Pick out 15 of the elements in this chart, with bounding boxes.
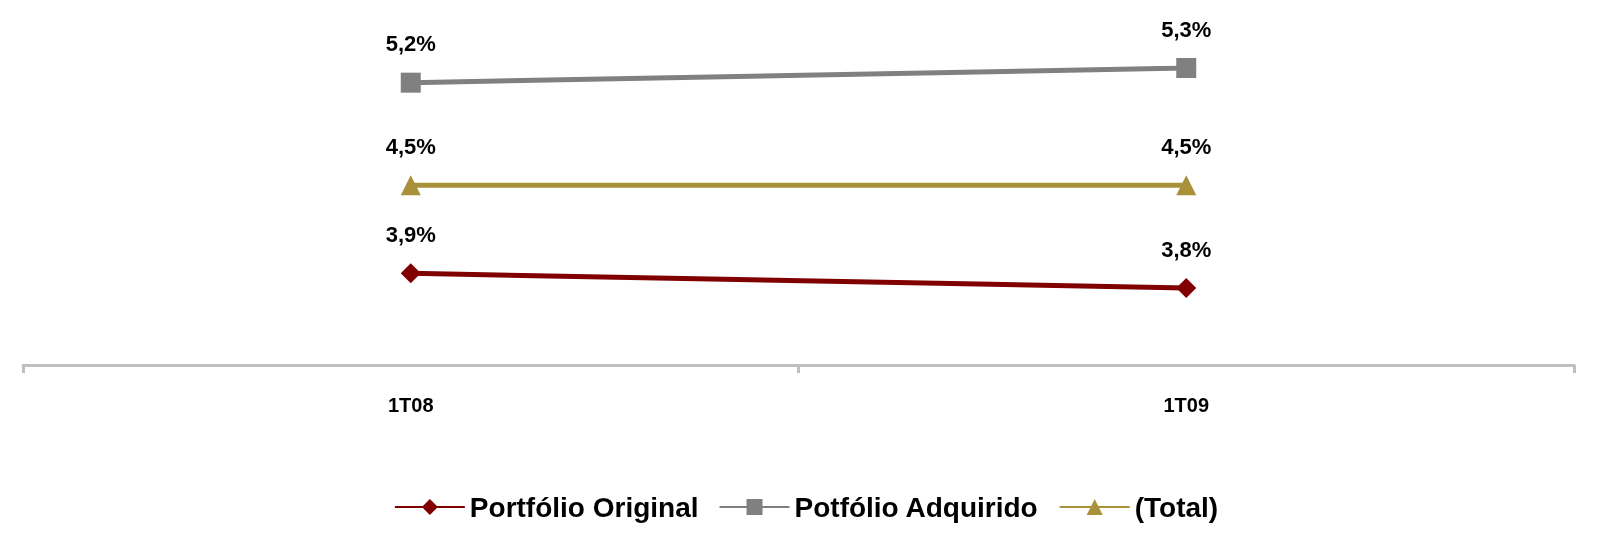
x-tick-label: 1T09 <box>1163 394 1210 416</box>
x-tick-label: 1T08 <box>387 394 434 416</box>
data-label: 5,3% <box>1161 16 1212 42</box>
legend-label: (Total) <box>1134 491 1219 523</box>
data-label: 4,5% <box>385 133 436 159</box>
legend-label: Portfólio Original <box>469 491 699 523</box>
point <box>400 263 421 284</box>
legend-label: Potfólio Adquirido <box>794 491 1038 523</box>
data-label: 5,2% <box>385 31 436 57</box>
point <box>1176 58 1197 78</box>
data-label: 4,5% <box>1161 133 1212 159</box>
data-label: 3,9% <box>385 221 436 247</box>
point <box>1176 278 1197 298</box>
point <box>400 72 421 93</box>
data-label: 3,8% <box>1161 236 1212 262</box>
